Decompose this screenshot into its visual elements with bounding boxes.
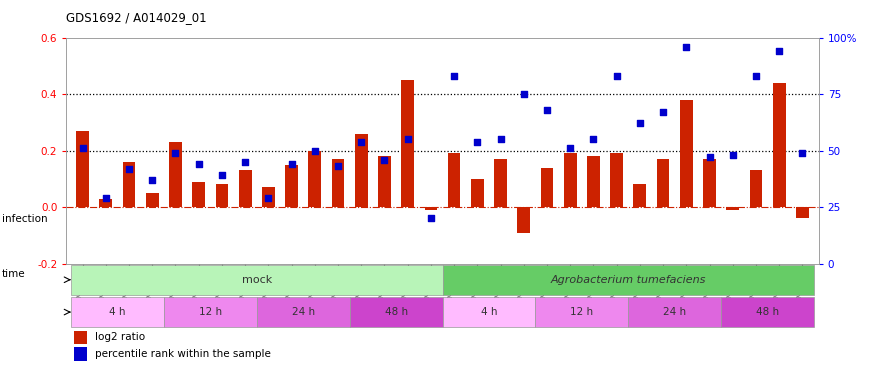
- Point: [749, 73, 763, 79]
- Bar: [164, 297, 257, 327]
- Text: 12 h: 12 h: [570, 307, 593, 317]
- Text: time: time: [2, 269, 26, 279]
- Bar: [99, 199, 112, 207]
- Bar: [123, 162, 135, 207]
- Point: [633, 120, 647, 126]
- Point: [99, 195, 113, 201]
- Point: [145, 177, 159, 183]
- Text: 12 h: 12 h: [199, 307, 222, 317]
- Bar: [796, 207, 809, 218]
- Bar: [192, 182, 205, 207]
- Text: log2 ratio: log2 ratio: [95, 333, 145, 342]
- Point: [168, 150, 182, 156]
- Text: mock: mock: [242, 275, 272, 285]
- Text: 4 h: 4 h: [109, 307, 126, 317]
- Point: [796, 150, 810, 156]
- Point: [238, 159, 252, 165]
- Bar: [628, 297, 721, 327]
- Text: GDS1692 / A014029_01: GDS1692 / A014029_01: [66, 11, 207, 24]
- Point: [656, 109, 670, 115]
- Point: [424, 215, 438, 221]
- Bar: [773, 83, 786, 207]
- Bar: [308, 150, 321, 207]
- Bar: [332, 159, 344, 207]
- Point: [447, 73, 461, 79]
- Bar: [611, 153, 623, 207]
- Bar: [750, 170, 762, 207]
- Point: [540, 107, 554, 113]
- Bar: [448, 153, 460, 207]
- Bar: [703, 159, 716, 207]
- Point: [75, 145, 89, 151]
- Bar: [518, 207, 530, 232]
- Bar: [587, 156, 600, 207]
- Bar: [442, 265, 814, 295]
- Point: [354, 138, 368, 144]
- Text: 24 h: 24 h: [663, 307, 686, 317]
- Bar: [216, 184, 228, 207]
- Bar: [169, 142, 182, 207]
- Text: 48 h: 48 h: [756, 307, 779, 317]
- Text: Agrobacterium tumefaciens: Agrobacterium tumefaciens: [550, 275, 706, 285]
- Point: [377, 157, 391, 163]
- Bar: [657, 159, 669, 207]
- Point: [772, 48, 786, 54]
- Bar: [239, 170, 251, 207]
- Point: [308, 147, 322, 153]
- Bar: [355, 134, 367, 207]
- Point: [494, 136, 508, 142]
- Bar: [350, 297, 442, 327]
- Point: [284, 161, 298, 167]
- Bar: [680, 100, 693, 207]
- Text: infection: infection: [2, 214, 48, 224]
- Bar: [378, 156, 391, 207]
- Text: 4 h: 4 h: [481, 307, 497, 317]
- Bar: [721, 297, 814, 327]
- Text: 48 h: 48 h: [384, 307, 408, 317]
- Bar: [262, 187, 274, 207]
- Bar: [71, 265, 442, 295]
- Text: 24 h: 24 h: [292, 307, 315, 317]
- Bar: [146, 193, 158, 207]
- Bar: [401, 80, 414, 207]
- Point: [517, 91, 531, 97]
- Point: [679, 44, 693, 50]
- Point: [192, 161, 206, 167]
- Point: [703, 154, 717, 160]
- Point: [563, 145, 577, 151]
- Point: [122, 166, 136, 172]
- Bar: [564, 153, 577, 207]
- Bar: [541, 168, 553, 207]
- Bar: [71, 297, 164, 327]
- Bar: [494, 159, 507, 207]
- Point: [470, 138, 484, 144]
- Bar: [727, 207, 739, 210]
- Point: [726, 152, 740, 158]
- Point: [587, 136, 601, 142]
- Bar: [73, 347, 88, 361]
- Bar: [257, 297, 350, 327]
- Bar: [471, 179, 484, 207]
- Bar: [634, 184, 646, 207]
- Text: percentile rank within the sample: percentile rank within the sample: [95, 349, 271, 359]
- Point: [215, 172, 229, 178]
- Bar: [535, 297, 628, 327]
- Point: [401, 136, 415, 142]
- Bar: [285, 165, 298, 207]
- Bar: [425, 207, 437, 210]
- Point: [261, 195, 275, 201]
- Point: [610, 73, 624, 79]
- Bar: [73, 331, 88, 344]
- Point: [331, 164, 345, 170]
- Bar: [76, 131, 89, 207]
- Bar: [442, 297, 535, 327]
